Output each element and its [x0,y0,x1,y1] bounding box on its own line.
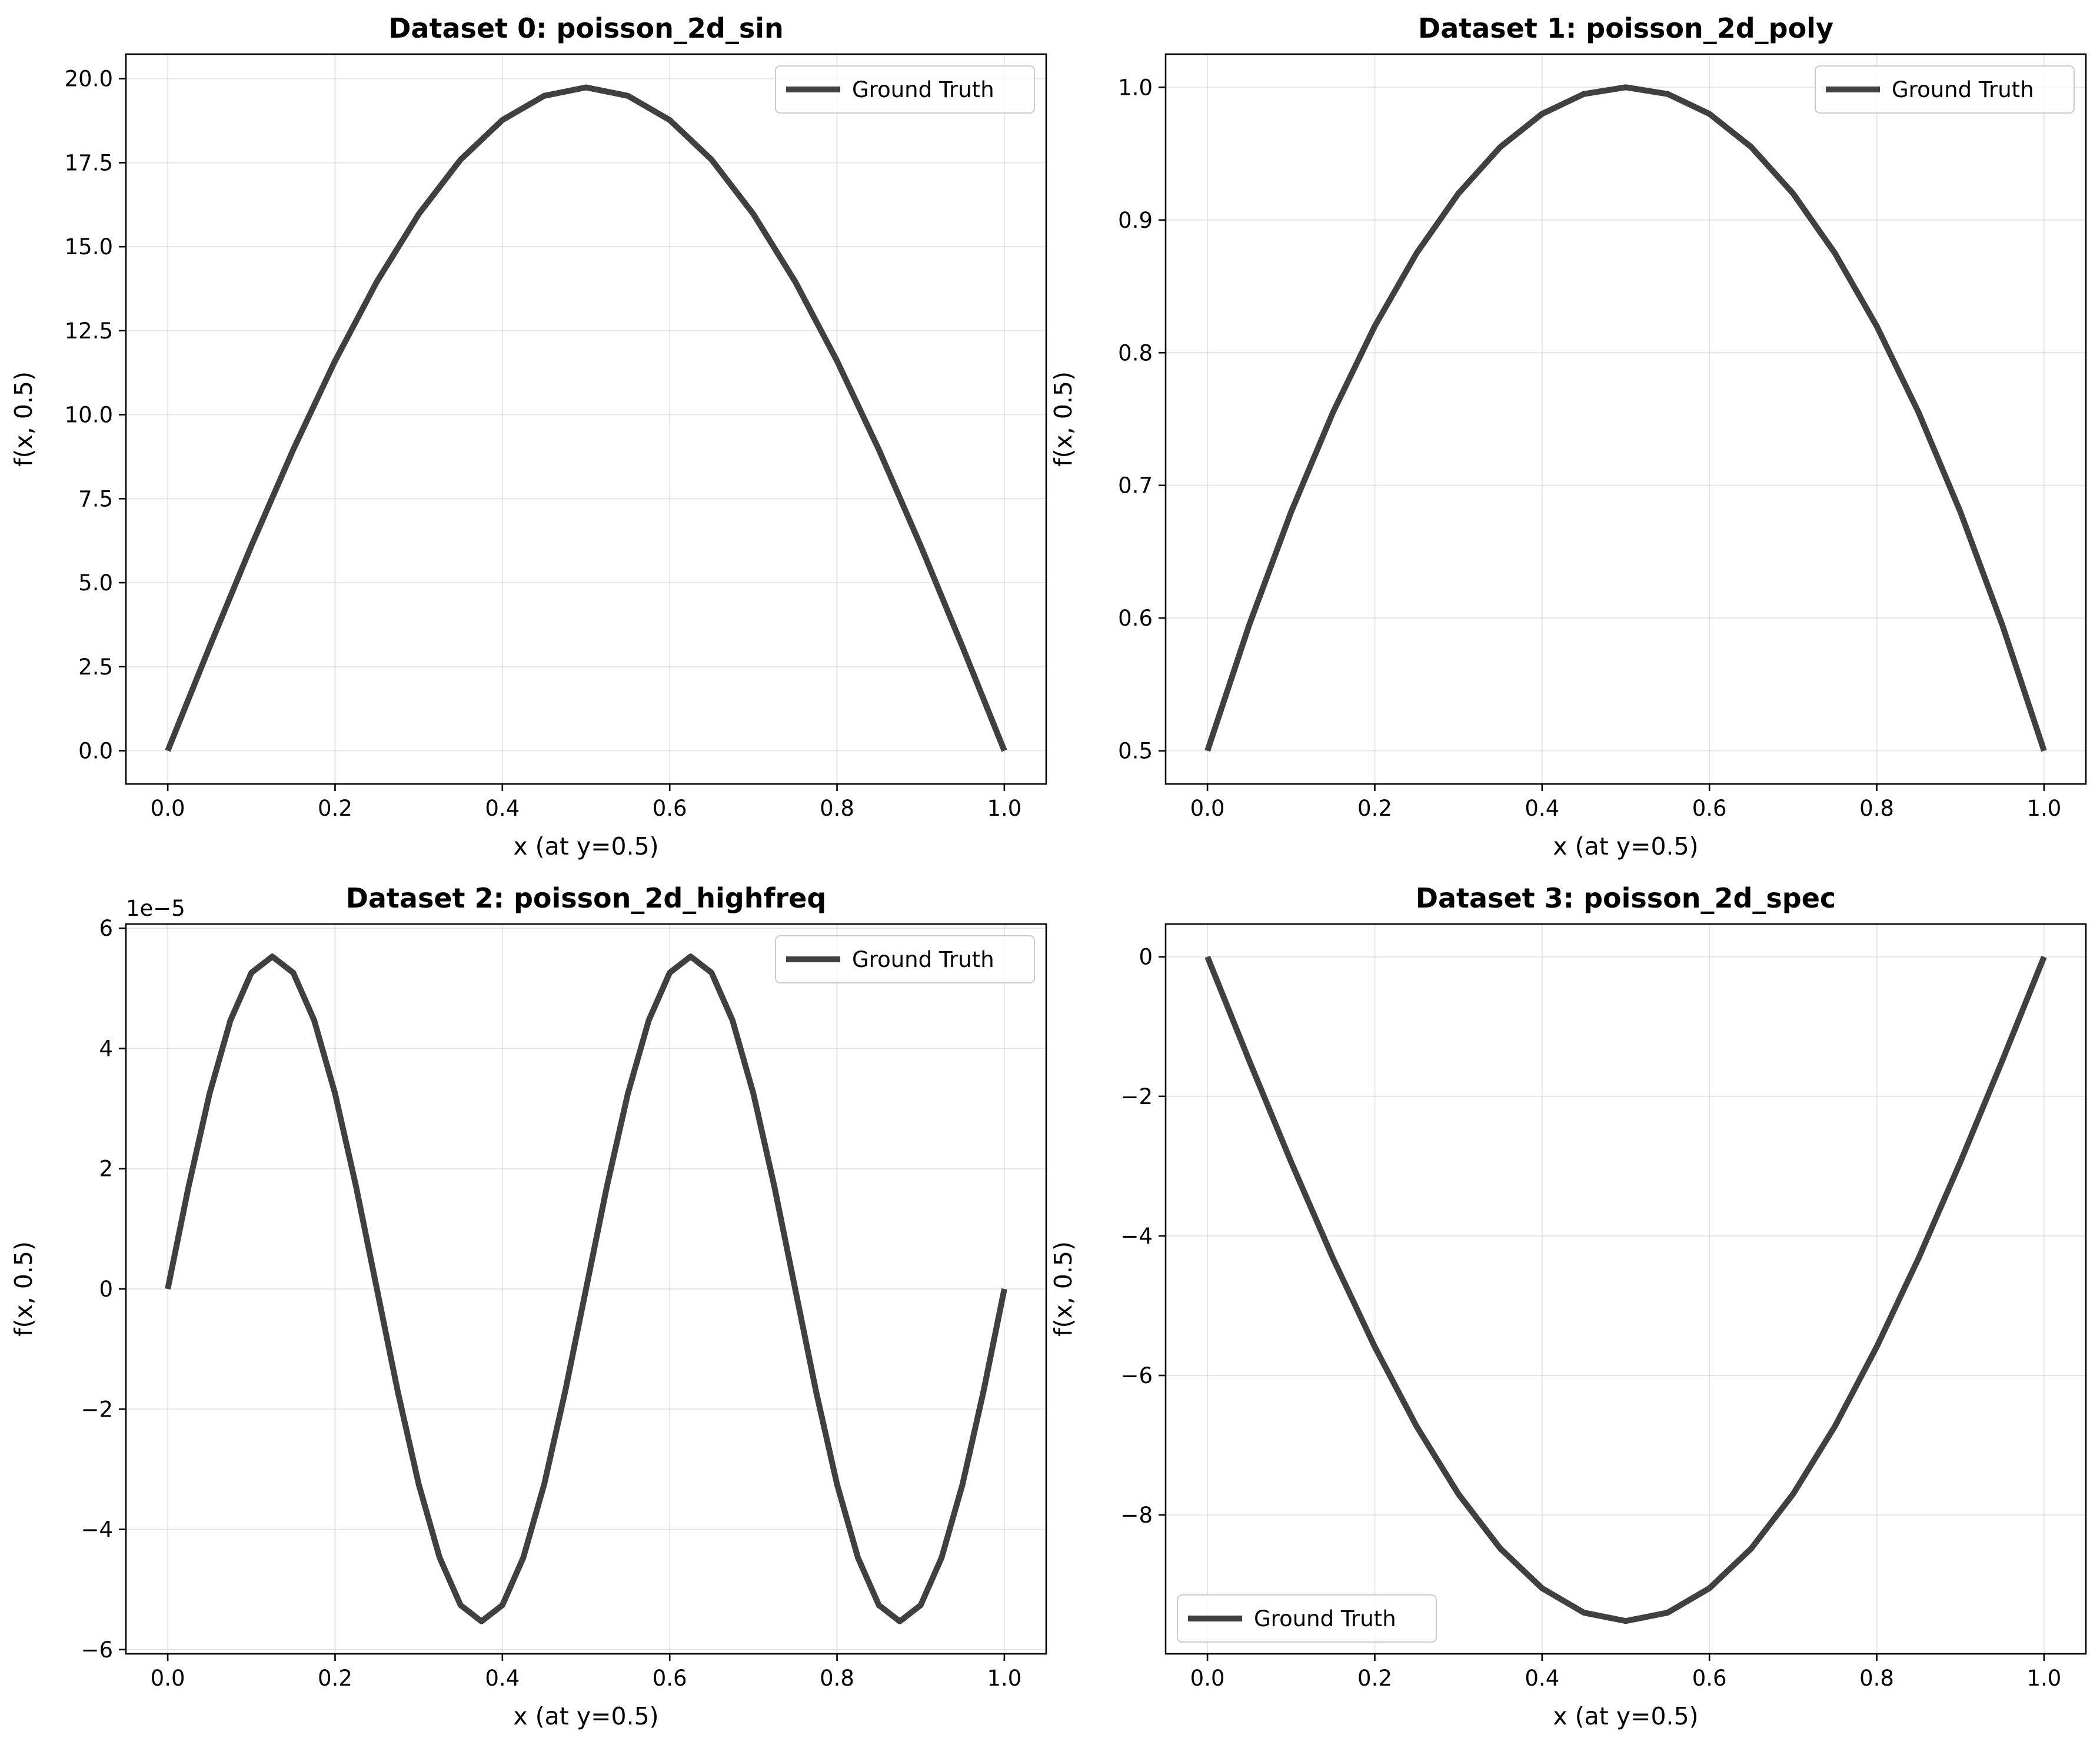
x-tick-label: 0.4 [485,1666,520,1691]
subplot-title: Dataset 3: poisson_2d_spec [1416,882,1836,914]
legend-box [1815,65,2075,114]
axes-frame [1164,923,2087,1655]
x-tick-label: 1.0 [987,1666,1021,1691]
y-tick-label: 5.0 [78,570,113,596]
legend-label: Ground Truth [852,77,994,102]
y-tick-label: −6 [81,1637,113,1663]
y-tick-label: 10.0 [65,403,113,428]
y-offset-label: 1e−5 [126,896,185,921]
y-tick-label: −2 [1120,1084,1153,1109]
legend-box [775,935,1035,983]
subplot-title: Dataset 0: poisson_2d_sin [388,12,784,44]
y-axis-label: f(x, 0.5) [9,1241,38,1337]
axes-frame [125,53,1047,785]
x-tick-label: 0.2 [1357,1666,1392,1691]
x-axis-label: x (at y=0.5) [513,1702,658,1730]
x-tick-label: 0.6 [653,1666,687,1691]
x-tick-label: 0.8 [1859,1666,1894,1691]
series-line-ground-truth [165,84,1007,752]
legend-box [775,65,1035,114]
x-tick-label: 0.2 [318,796,352,821]
x-axis-label: x (at y=0.5) [513,832,658,860]
y-tick-label: 0 [99,1277,113,1302]
x-tick-label: 1.0 [2026,796,2061,821]
x-tick-label: 0.6 [1692,796,1727,821]
y-tick-label: −4 [81,1517,113,1543]
y-tick-label: 12.5 [65,318,113,344]
y-tick-label: 0.5 [1118,739,1153,764]
y-tick-label: −6 [1120,1363,1153,1388]
legend-label: Ground Truth [1254,1606,1396,1631]
y-tick-label: −2 [81,1397,113,1422]
x-tick-label: 0.4 [485,796,520,821]
x-tick-label: 0.6 [653,796,687,821]
x-axis-label: x (at y=0.5) [1553,832,1698,860]
x-tick-label: 0.0 [1190,796,1225,821]
y-tick-label: 6 [99,916,113,941]
subplot-title: Dataset 2: poisson_2d_highfreq [346,882,827,914]
series-line-ground-truth [1204,84,2047,752]
y-tick-label: 17.5 [65,150,113,175]
subplot-title: Dataset 1: poisson_2d_poly [1418,12,1833,44]
y-tick-label: 0.0 [78,738,113,763]
x-tick-label: 0.6 [1692,1666,1727,1691]
x-tick-label: 0.8 [1859,796,1894,821]
y-tick-label: 1.0 [1118,75,1153,100]
subplot-0: 0.0 0.2 0.4 0.6 0.8 1.0 0.0 2.5 5.0 7.5 10.0 12.5 15… [9,12,1047,860]
series-line-ground-truth [1204,955,2047,1624]
legend-label: Ground Truth [852,947,994,972]
subplot-2: 0.0 0.2 0.4 0.6 0.8 1.0 −6 −4 −2 0 2 4 6 1e−5 Dataset … [9,882,1047,1730]
x-axis-label: x (at y=0.5) [1553,1702,1698,1730]
x-tick-label: 0.0 [1190,1666,1225,1691]
legend-label: Ground Truth [1892,77,2034,102]
subplot-1: 0.0 0.2 0.4 0.6 0.8 1.0 0.5 0.6 0.7 0.8 0.9 1.0 Data… [1049,12,2087,860]
y-axis-label: f(x, 0.5) [1049,1241,1077,1337]
x-tick-label: 0.4 [1525,1666,1559,1691]
x-tick-label: 0.8 [820,1666,854,1691]
y-tick-label: 0.6 [1118,606,1153,631]
y-tick-label: 0 [1139,945,1153,970]
x-tick-label: 0.8 [820,796,854,821]
axes-frame [1164,53,2087,785]
y-tick-label: 0.7 [1118,473,1153,499]
x-tick-label: 0.4 [1525,796,1559,821]
y-tick-label: 2 [99,1157,113,1182]
y-tick-label: 15.0 [65,234,113,260]
x-tick-label: 0.2 [318,1666,352,1691]
x-tick-label: 0.0 [151,1666,185,1691]
legend: Ground Truth [775,65,1035,114]
series-line-ground-truth [165,953,1007,1624]
y-tick-label: 7.5 [78,486,113,511]
y-tick-label: 20.0 [65,67,113,92]
x-tick-label: 1.0 [2026,1666,2061,1691]
y-tick-label: 0.9 [1118,208,1153,233]
y-axis-label: f(x, 0.5) [1049,371,1077,467]
x-tick-label: 0.2 [1357,796,1392,821]
x-tick-label: 1.0 [987,796,1021,821]
y-tick-label: 0.8 [1118,340,1153,365]
y-tick-label: 4 [99,1036,113,1061]
legend: Ground Truth [775,935,1035,983]
legend-box [1177,1594,1437,1643]
legend: Ground Truth [1815,65,2075,114]
y-tick-label: −4 [1120,1224,1153,1249]
y-tick-label: 2.5 [78,654,113,680]
x-tick-label: 0.0 [151,796,185,821]
y-tick-label: −8 [1120,1503,1153,1528]
legend: Ground Truth [1177,1594,1437,1643]
y-axis-label: f(x, 0.5) [9,371,38,467]
subplot-3: 0.0 0.2 0.4 0.6 0.8 1.0 −8 −6 −4 −2 0 Dataset 3: po… [1049,882,2087,1730]
